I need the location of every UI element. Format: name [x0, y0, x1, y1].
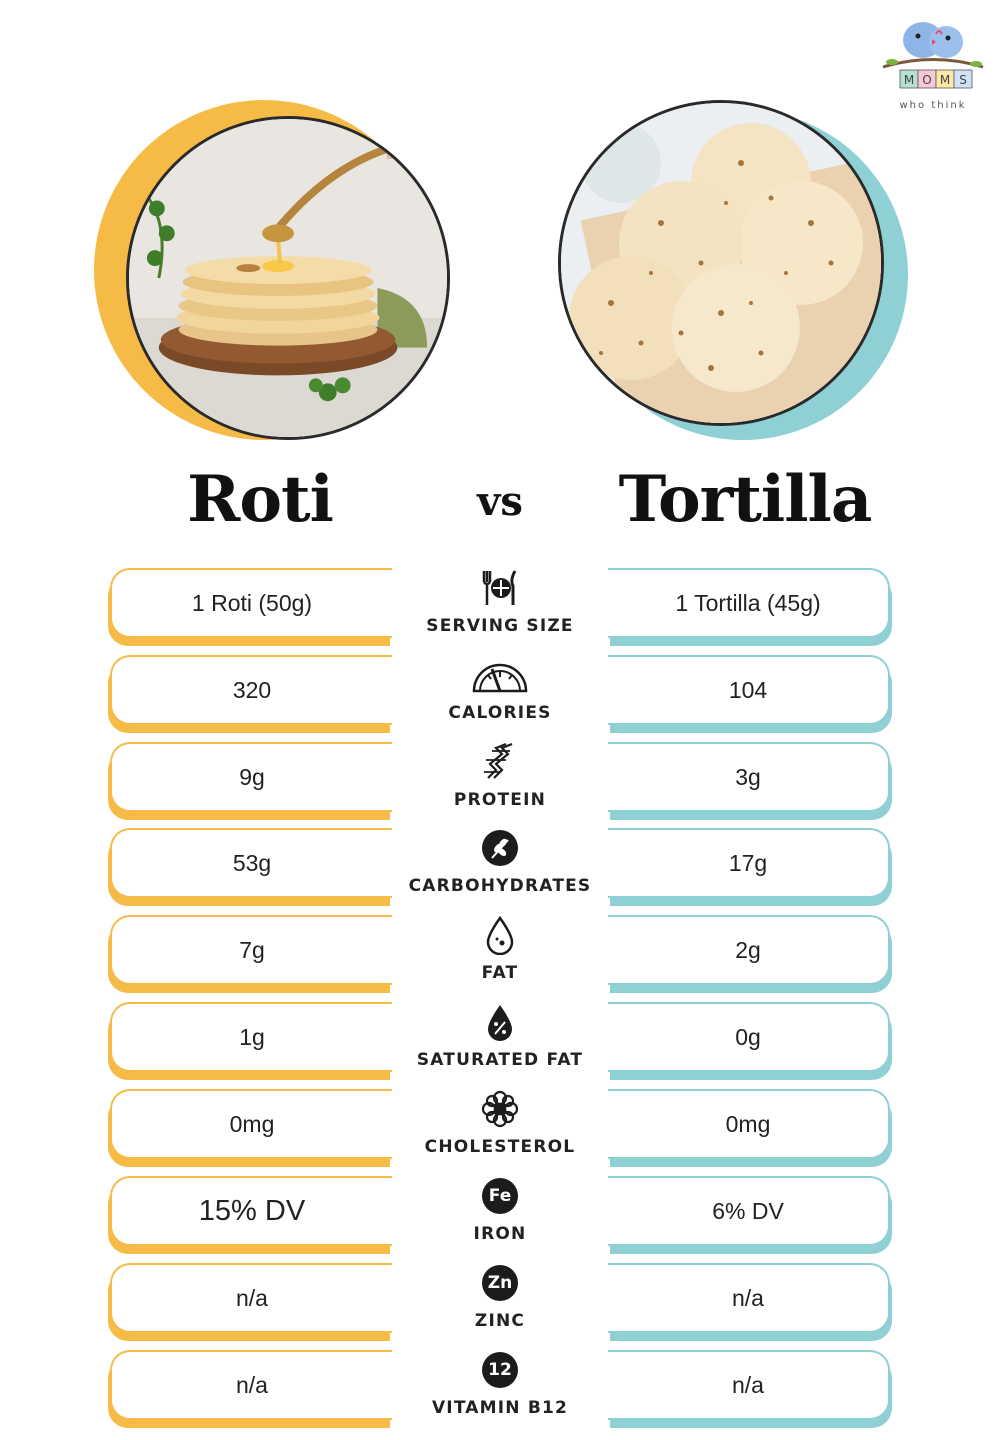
row-center: Fe IRON: [400, 1176, 600, 1256]
right-value: 2g: [608, 915, 890, 985]
bird-logo-icon: M O M S: [882, 22, 984, 89]
row-serving-size: 1 Roti (50g) SERVING SIZE 1 Tortilla (45…: [0, 568, 1000, 648]
roti-stack-image: [129, 119, 447, 437]
row-center: 12 VITAMIN B12: [400, 1350, 600, 1430]
row-iron: 15% DV Fe IRON 6% DV: [0, 1176, 1000, 1256]
row-carbohydrates: 53g CARBOHYDRATES 17g: [0, 828, 1000, 908]
row-vitamin-b12: n/a 12 VITAMIN B12 n/a: [0, 1350, 1000, 1430]
row-label: SATURATED FAT: [416, 1050, 584, 1070]
row-calories: 320 CALORIES 104: [0, 655, 1000, 735]
row-label: FAT: [481, 963, 519, 983]
tortilla-image: [561, 103, 881, 423]
row-center: SERVING SIZE: [400, 568, 600, 648]
row-center: SATURATED FAT: [400, 1002, 600, 1082]
right-value: 0g: [608, 1002, 890, 1072]
iron-badge: Fe: [482, 1178, 518, 1214]
tortilla-photo-group: [558, 100, 908, 440]
moms-who-think-logo: M O M S who think: [878, 12, 988, 112]
right-value: 3g: [608, 742, 890, 812]
roti-photo: [126, 116, 450, 440]
left-value: n/a: [110, 1350, 392, 1420]
drop-icon: [480, 915, 520, 955]
gauge-icon: [470, 655, 530, 695]
row-label: VITAMIN B12: [431, 1398, 569, 1418]
percent-drop-icon: [480, 1002, 520, 1042]
row-label: SERVING SIZE: [426, 616, 574, 636]
row-center: PROTEIN: [400, 742, 600, 822]
row-protein: 9g PROTEIN 3g: [0, 742, 1000, 822]
row-saturated-fat: 1g SATURATED FAT 0g: [0, 1002, 1000, 1082]
row-label: CARBOHYDRATES: [408, 876, 592, 896]
left-value: 0mg: [110, 1089, 392, 1159]
row-center: Zn ZINC: [400, 1263, 600, 1343]
b12-badge-icon: 12: [480, 1350, 520, 1390]
right-value: 104: [608, 655, 890, 725]
left-value: 7g: [110, 915, 392, 985]
right-value: 6% DV: [608, 1176, 890, 1246]
left-value: 320: [110, 655, 392, 725]
vs-label: vs: [477, 478, 523, 525]
iron-badge-icon: Fe: [480, 1176, 520, 1216]
svg-text:O: O: [922, 73, 931, 87]
right-value: 17g: [608, 828, 890, 898]
row-label: ZINC: [474, 1311, 526, 1331]
b12-badge: 12: [482, 1352, 518, 1388]
row-label: CHOLESTEROL: [424, 1137, 576, 1157]
right-title: Tortilla: [618, 462, 873, 537]
row-center: CALORIES: [400, 655, 600, 735]
right-value: 1 Tortilla (45g): [608, 568, 890, 638]
left-value: 15% DV: [110, 1176, 392, 1246]
row-zinc: n/a Zn ZINC n/a: [0, 1263, 1000, 1343]
left-value: 1g: [110, 1002, 392, 1072]
utensils-plate-icon: [480, 568, 520, 608]
zinc-badge-icon: Zn: [480, 1263, 520, 1303]
logo-tagline: who think: [899, 100, 967, 111]
tortilla-photo: [558, 100, 884, 426]
left-value: 1 Roti (50g): [110, 568, 392, 638]
svg-text:M: M: [904, 73, 914, 87]
left-value: n/a: [110, 1263, 392, 1333]
svg-text:M: M: [940, 73, 950, 87]
row-label: PROTEIN: [453, 790, 547, 810]
wheat-icon: [480, 828, 520, 868]
left-value: 53g: [110, 828, 392, 898]
right-value: n/a: [608, 1350, 890, 1420]
row-label: CALORIES: [448, 703, 552, 723]
molecule-icon: [480, 1089, 520, 1129]
left-value: 9g: [110, 742, 392, 812]
row-center: CARBOHYDRATES: [400, 828, 600, 908]
row-label: IRON: [473, 1224, 527, 1244]
svg-text:S: S: [959, 73, 967, 87]
zinc-badge: Zn: [482, 1265, 518, 1301]
protein-helix-icon: [480, 742, 520, 782]
roti-photo-group: [94, 100, 450, 440]
row-fat: 7g FAT 2g: [0, 915, 1000, 995]
row-cholesterol: 0mg CHOLESTEROL 0mg: [0, 1089, 1000, 1169]
row-center: CHOLESTEROL: [400, 1089, 600, 1169]
right-value: 0mg: [608, 1089, 890, 1159]
right-value: n/a: [608, 1263, 890, 1333]
row-center: FAT: [400, 915, 600, 995]
left-title: Roti: [187, 462, 334, 537]
